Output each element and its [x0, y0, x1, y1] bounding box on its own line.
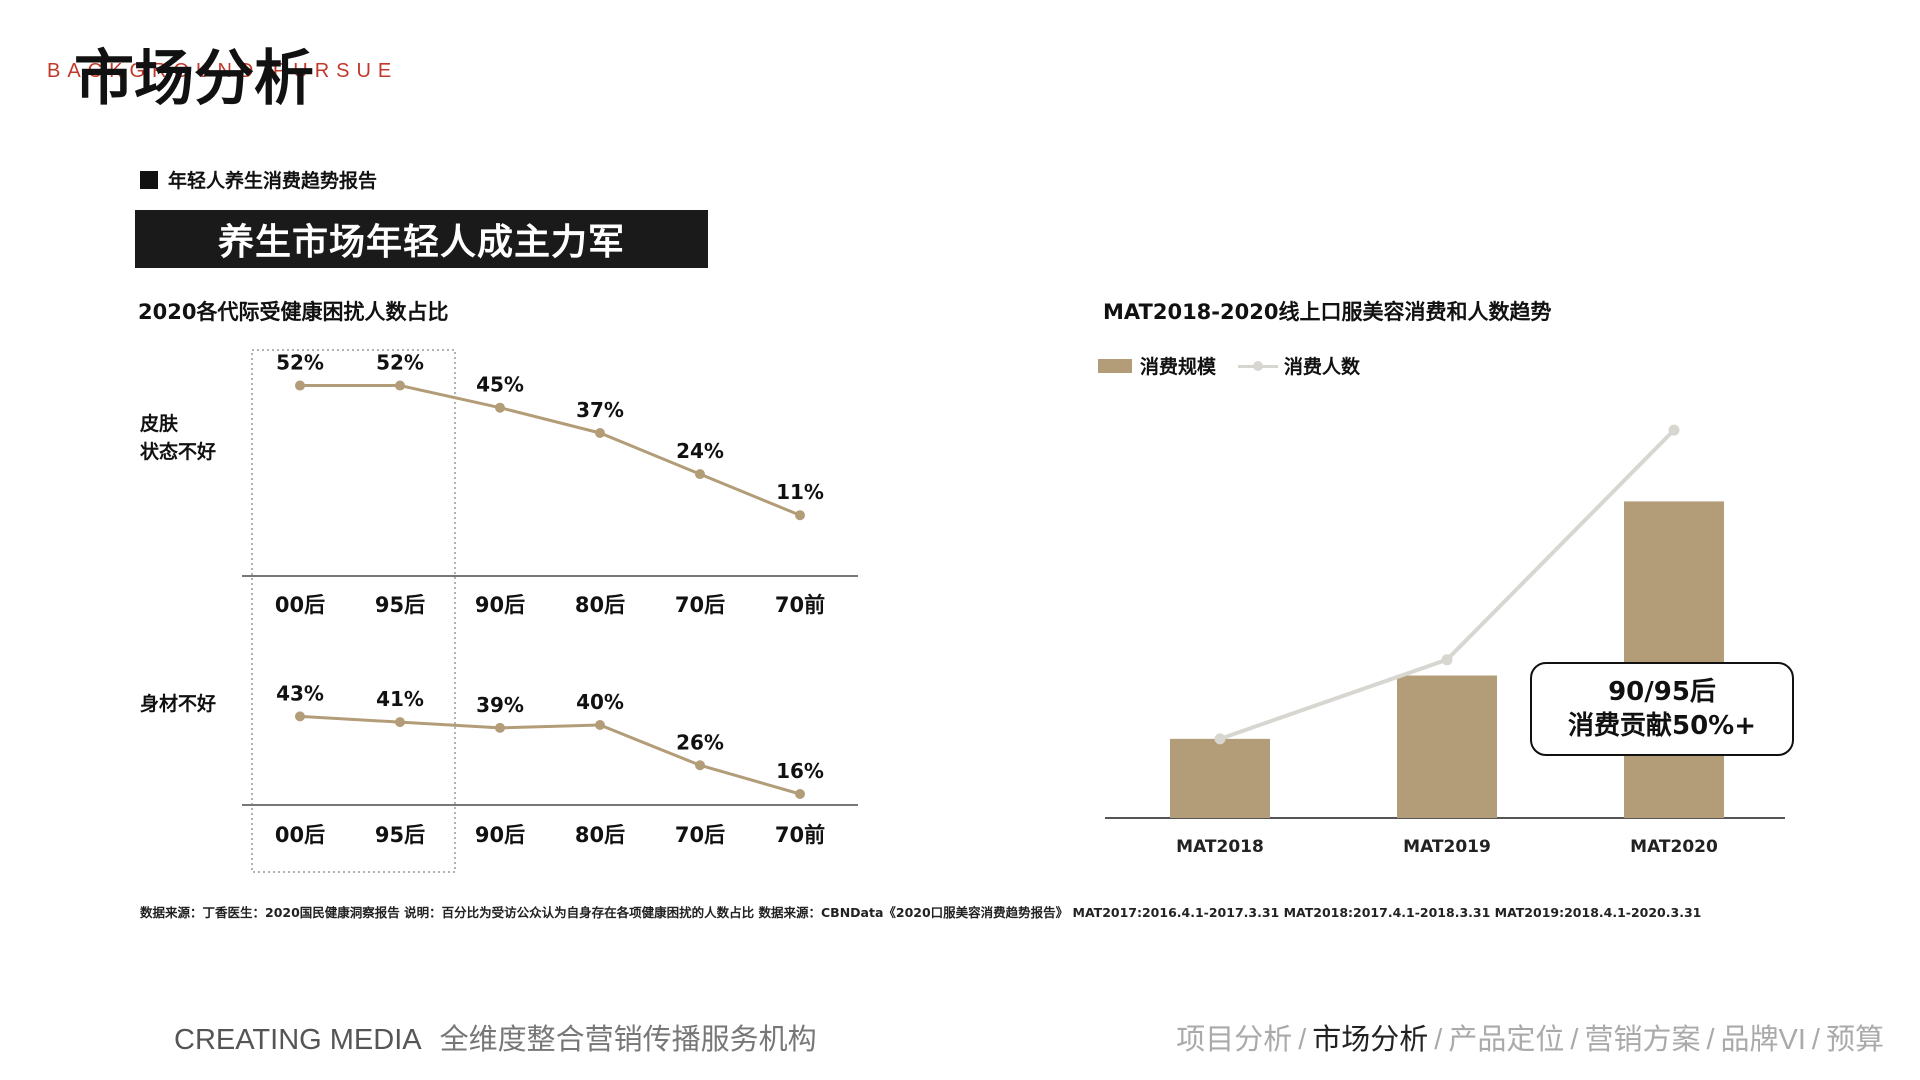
nav-separator: /: [1811, 1024, 1820, 1056]
data-label: 26%: [676, 730, 724, 754]
nav-item[interactable]: 营销方案: [1584, 1024, 1701, 1056]
data-label: 43%: [276, 681, 324, 705]
data-point: [395, 380, 405, 391]
data-point: [495, 402, 505, 413]
right-chart-title: MAT2018-2020线上口服美容消费和人数趋势: [1103, 300, 1552, 324]
row-label: 皮肤: [140, 412, 179, 435]
page-title: 市场分析: [74, 44, 314, 114]
x-tick-label: MAT2020: [1630, 837, 1718, 857]
x-tick-label: 90后: [475, 593, 525, 617]
nav-separator: /: [1434, 1024, 1443, 1056]
data-point: [695, 469, 705, 480]
legend-line-label: 消费人数: [1284, 356, 1361, 378]
nav-separator: /: [1298, 1024, 1307, 1056]
x-tick-label: 00后: [275, 593, 325, 617]
data-label: 52%: [376, 351, 424, 375]
x-tick-label: 80后: [575, 593, 625, 617]
data-point: [495, 722, 505, 733]
x-tick-label: 00后: [275, 823, 325, 847]
headline-banner: 养生市场年轻人成主力军: [135, 210, 708, 268]
row-label: 身材不好: [140, 692, 216, 715]
right-chart-legend: 消费规模 消费人数: [1098, 352, 1360, 379]
nav-separator: /: [1570, 1024, 1579, 1056]
square-bullet-icon: [140, 170, 158, 189]
data-point: [1668, 424, 1680, 436]
series-line: [299, 714, 801, 796]
callout-box: 90/95后 消费贡献50%+: [1530, 662, 1794, 756]
x-tick-label: 90后: [475, 823, 525, 847]
report-label-text: 年轻人养生消费趋势报告: [168, 170, 378, 192]
data-label: 52%: [276, 351, 324, 375]
nav-item[interactable]: 品牌VI: [1720, 1024, 1806, 1056]
bar: [1624, 501, 1724, 818]
series-line: [300, 384, 801, 517]
footer-slogan: 全维度整合营销传播服务机构: [439, 1024, 817, 1056]
data-label: 24%: [676, 439, 724, 463]
x-tick-label: 70前: [775, 593, 825, 617]
x-tick-label: 70后: [675, 823, 725, 847]
background-watermark-text: BACKGROUND PURSUE: [47, 60, 399, 82]
data-label: 41%: [376, 687, 424, 711]
nav-item[interactable]: 项目分析: [1176, 1024, 1293, 1056]
legend-bar-swatch: [1098, 358, 1132, 373]
nav-item[interactable]: 产品定位: [1448, 1024, 1565, 1056]
right-bar-line-chart: MAT2018 MAT2019 MAT2020: [1105, 424, 1785, 857]
legend-bar-label: 消费规模: [1140, 356, 1217, 378]
bar: [1170, 738, 1270, 818]
x-tick-label: MAT2019: [1403, 837, 1491, 857]
nav-item[interactable]: 预算: [1825, 1024, 1884, 1056]
callout-line-1: 90/95后: [1608, 677, 1716, 707]
footer-brand: CREATING MEDIA 全维度整合营销传播服务机构: [174, 1016, 817, 1058]
x-tick-label: 95后: [375, 823, 425, 847]
nav-separator: /: [1706, 1024, 1715, 1056]
report-label: 年轻人养生消费趋势报告: [140, 166, 377, 193]
data-point: [295, 380, 305, 391]
bar: [1397, 675, 1497, 818]
footer-brand-name: CREATING MEDIA: [174, 1024, 422, 1056]
highlight-box: [251, 349, 456, 873]
data-point: [395, 717, 405, 728]
data-point: [595, 720, 605, 730]
x-tick-label: 70后: [675, 593, 725, 617]
data-point: [595, 427, 605, 438]
data-point: [695, 760, 705, 771]
legend-line-swatch: [1238, 357, 1279, 375]
nav-item[interactable]: 市场分析: [1312, 1024, 1429, 1056]
x-tick-label: 95后: [375, 593, 425, 617]
data-point: [795, 789, 805, 799]
data-label: 45%: [476, 373, 524, 397]
data-label: 39%: [476, 693, 524, 717]
data-point: [1214, 733, 1226, 745]
data-source-note: 数据来源：丁香医生：2020国民健康洞察报告 说明：百分比为受访公众认为自身存在…: [140, 905, 1702, 920]
x-tick-label: 80后: [575, 823, 625, 847]
data-point: [295, 711, 305, 722]
left-chart-title: 2020各代际受健康困扰人数占比: [138, 300, 449, 324]
data-label: 37%: [576, 398, 624, 422]
footer-nav: 项目分析 / 市场分析 / 产品定位 / 营销方案 / 品牌VI / 预算: [1176, 1016, 1884, 1058]
data-point: [795, 510, 805, 521]
data-label: 11%: [776, 480, 824, 504]
row-label: 状态不好: [140, 440, 216, 463]
data-point: [1441, 654, 1453, 666]
x-tick-label: 70前: [775, 823, 825, 847]
data-label: 16%: [776, 759, 824, 783]
data-label: 40%: [576, 690, 624, 714]
callout-line-2: 消费贡献50%+: [1567, 711, 1757, 741]
x-tick-label: MAT2018: [1176, 837, 1264, 857]
